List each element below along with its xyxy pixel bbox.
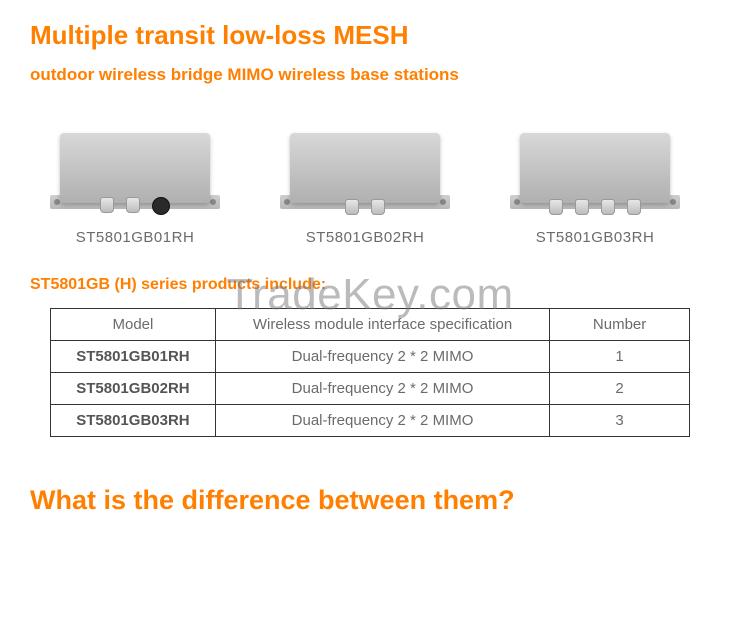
- connector-icon: [549, 199, 563, 215]
- device-illustration: [280, 125, 450, 215]
- page-subtitle: outdoor wireless bridge MIMO wireless ba…: [30, 65, 710, 85]
- table-cell-number: 1: [550, 341, 690, 373]
- page-title: Multiple transit low-loss MESH: [30, 20, 710, 51]
- table-header: Number: [550, 309, 690, 341]
- table-header: Wireless module interface specification: [215, 309, 549, 341]
- table-header: Model: [51, 309, 216, 341]
- products-row: ST5801GB01RH ST5801GB02RH ST5801GB03RH: [30, 125, 710, 246]
- product-label: ST5801GB01RH: [76, 229, 195, 246]
- table-row: ST5801GB01RH Dual-frequency 2 * 2 MIMO 1: [51, 341, 690, 373]
- table-cell-spec: Dual-frequency 2 * 2 MIMO: [215, 341, 549, 373]
- table-cell-model: ST5801GB03RH: [51, 405, 216, 437]
- table-cell-spec: Dual-frequency 2 * 2 MIMO: [215, 405, 549, 437]
- table-cell-model: ST5801GB01RH: [51, 341, 216, 373]
- connector-icon: [126, 197, 140, 213]
- table-cell-model: ST5801GB02RH: [51, 373, 216, 405]
- spec-table: Model Wireless module interface specific…: [50, 308, 690, 437]
- table-header-row: Model Wireless module interface specific…: [51, 309, 690, 341]
- product-item: ST5801GB01RH: [40, 125, 230, 246]
- table-cell-number: 2: [550, 373, 690, 405]
- connector-icon: [371, 199, 385, 215]
- product-label: ST5801GB03RH: [536, 229, 655, 246]
- device-illustration: [510, 125, 680, 215]
- connector-icon: [627, 199, 641, 215]
- power-port-icon: [152, 197, 170, 215]
- product-item: ST5801GB02RH: [270, 125, 460, 246]
- section-label: ST5801GB (H) series products include:: [30, 276, 710, 294]
- table-row: ST5801GB03RH Dual-frequency 2 * 2 MIMO 3: [51, 405, 690, 437]
- connector-icon: [100, 197, 114, 213]
- table-row: ST5801GB02RH Dual-frequency 2 * 2 MIMO 2: [51, 373, 690, 405]
- product-item: ST5801GB03RH: [500, 125, 690, 246]
- connector-icon: [345, 199, 359, 215]
- connector-icon: [601, 199, 615, 215]
- connector-icon: [575, 199, 589, 215]
- bottom-heading: What is the difference between them?: [30, 485, 710, 516]
- device-illustration: [50, 125, 220, 215]
- table-cell-number: 3: [550, 405, 690, 437]
- product-label: ST5801GB02RH: [306, 229, 425, 246]
- table-cell-spec: Dual-frequency 2 * 2 MIMO: [215, 373, 549, 405]
